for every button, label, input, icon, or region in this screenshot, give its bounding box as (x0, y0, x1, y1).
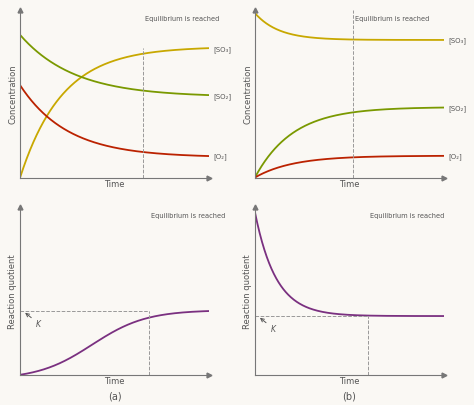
Text: Equilibrium is reached: Equilibrium is reached (355, 16, 429, 22)
Text: (a): (a) (108, 390, 121, 400)
X-axis label: Time: Time (339, 376, 360, 385)
Y-axis label: Reaction quotient: Reaction quotient (243, 254, 252, 328)
X-axis label: Time: Time (104, 179, 125, 188)
Text: [SO₂]: [SO₂] (448, 105, 466, 112)
Text: K: K (261, 319, 276, 333)
Text: (b): (b) (343, 390, 356, 400)
Text: K: K (26, 313, 41, 328)
Text: [SO₂]: [SO₂] (213, 92, 231, 99)
Text: Equilibrium is reached: Equilibrium is reached (370, 213, 445, 219)
Text: [O₂]: [O₂] (448, 153, 462, 160)
Y-axis label: Reaction quotient: Reaction quotient (9, 254, 18, 328)
Text: Equilibrium is reached: Equilibrium is reached (145, 16, 219, 22)
X-axis label: Time: Time (339, 179, 360, 188)
Text: Equilibrium is reached: Equilibrium is reached (151, 213, 225, 219)
Text: [SO₃]: [SO₃] (213, 46, 231, 52)
Y-axis label: Concentration: Concentration (9, 65, 18, 124)
Text: [O₂]: [O₂] (213, 153, 227, 160)
Y-axis label: Concentration: Concentration (243, 65, 252, 124)
X-axis label: Time: Time (104, 376, 125, 385)
Text: [SO₃]: [SO₃] (448, 38, 466, 44)
